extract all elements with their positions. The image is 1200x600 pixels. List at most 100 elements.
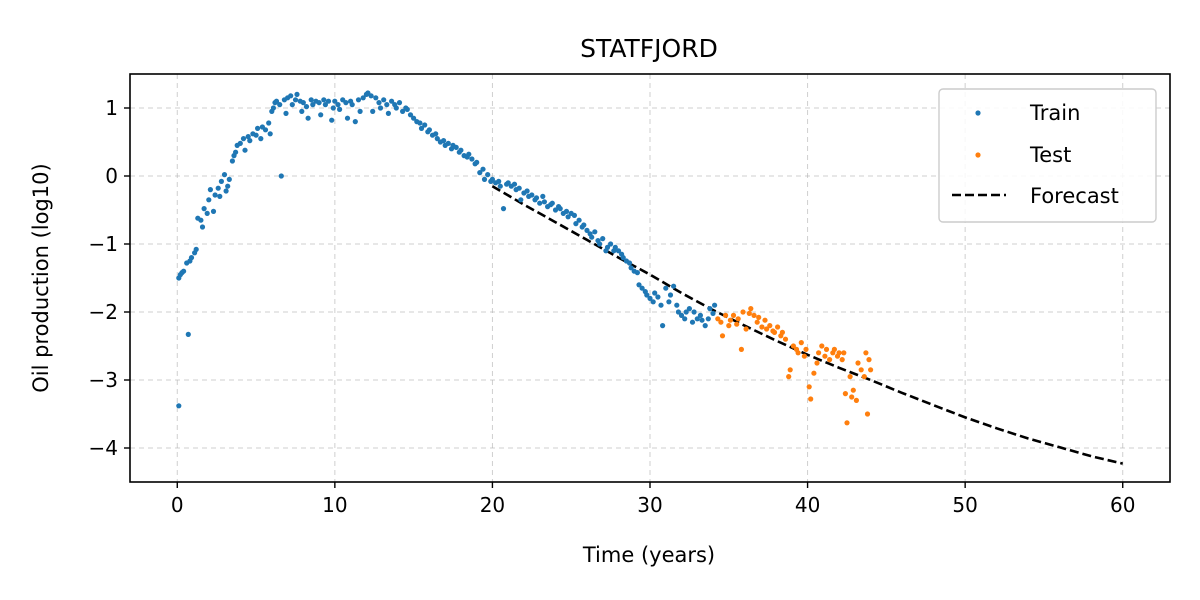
test-point bbox=[849, 394, 855, 400]
train-point bbox=[682, 316, 688, 322]
train-point bbox=[597, 241, 603, 247]
train-point bbox=[389, 98, 395, 104]
test-point bbox=[795, 350, 801, 356]
train-point bbox=[299, 108, 305, 114]
test-point bbox=[782, 336, 789, 342]
test-point bbox=[841, 350, 847, 356]
test-point bbox=[836, 350, 842, 356]
legend-label-test: Test bbox=[1029, 143, 1071, 167]
train-point bbox=[368, 93, 374, 99]
test-point bbox=[798, 340, 804, 346]
x-tick-label: 10 bbox=[322, 493, 347, 517]
train-point bbox=[466, 151, 472, 157]
train-point bbox=[620, 255, 626, 261]
train-point bbox=[474, 159, 480, 165]
train-point bbox=[377, 105, 384, 111]
x-axis-label: Time (years) bbox=[582, 543, 715, 567]
train-point bbox=[689, 319, 696, 325]
train-point bbox=[652, 290, 658, 296]
train-point bbox=[253, 132, 259, 138]
test-point bbox=[762, 317, 768, 323]
train-point bbox=[496, 178, 502, 184]
train-point bbox=[310, 102, 316, 108]
train-point bbox=[212, 192, 218, 198]
x-tick-label: 30 bbox=[637, 493, 662, 517]
train-point bbox=[225, 183, 231, 189]
train-point bbox=[500, 206, 507, 212]
train-point bbox=[233, 149, 239, 155]
train-point bbox=[255, 125, 261, 131]
train-point bbox=[655, 294, 661, 300]
test-point bbox=[864, 411, 871, 417]
test-point bbox=[740, 309, 746, 315]
train-point bbox=[352, 119, 358, 125]
train-point bbox=[221, 172, 228, 178]
test-point bbox=[771, 329, 778, 335]
train-point bbox=[540, 193, 546, 199]
train-point bbox=[396, 100, 403, 106]
test-point bbox=[751, 312, 757, 318]
train-point bbox=[675, 309, 682, 315]
train-point bbox=[505, 180, 511, 186]
test-point bbox=[719, 333, 726, 339]
train-point bbox=[344, 115, 351, 121]
train-point bbox=[584, 227, 590, 233]
train-point bbox=[277, 102, 283, 108]
train-point bbox=[308, 97, 314, 103]
train-point bbox=[300, 100, 306, 106]
test-point bbox=[735, 316, 741, 322]
train-point bbox=[258, 136, 264, 142]
train-point bbox=[294, 91, 300, 97]
test-series bbox=[715, 306, 874, 426]
test-point bbox=[743, 326, 749, 332]
test-point bbox=[850, 387, 856, 393]
train-point bbox=[273, 98, 280, 104]
test-point bbox=[811, 370, 817, 376]
train-point bbox=[407, 112, 414, 118]
test-point bbox=[723, 312, 729, 318]
chart-title: STATFJORD bbox=[580, 34, 718, 63]
train-point bbox=[218, 178, 224, 184]
train-point bbox=[702, 323, 708, 329]
test-point bbox=[816, 350, 822, 356]
train-series bbox=[176, 90, 718, 409]
train-point bbox=[592, 229, 598, 235]
legend-box bbox=[938, 88, 1157, 223]
test-point bbox=[726, 323, 732, 329]
legend-label-train: Train bbox=[1029, 101, 1080, 125]
train-point bbox=[215, 185, 221, 191]
train-point bbox=[181, 268, 187, 274]
legend-marker-test bbox=[975, 152, 981, 158]
legend: Train Test Forecast bbox=[938, 88, 1157, 223]
test-point bbox=[831, 346, 838, 352]
test-point bbox=[863, 350, 869, 356]
train-point bbox=[360, 95, 366, 101]
test-point bbox=[806, 384, 812, 390]
train-point bbox=[511, 181, 518, 187]
train-point bbox=[270, 105, 276, 111]
train-point bbox=[697, 312, 704, 318]
train-point bbox=[201, 206, 207, 212]
train-point bbox=[322, 102, 328, 108]
train-point bbox=[710, 310, 716, 316]
train-point bbox=[376, 100, 382, 106]
test-point bbox=[803, 346, 809, 352]
train-point bbox=[332, 98, 338, 104]
train-point bbox=[325, 98, 332, 104]
test-point bbox=[822, 353, 828, 359]
test-point bbox=[730, 312, 737, 318]
train-point bbox=[393, 105, 399, 111]
train-point bbox=[433, 131, 439, 137]
train-point bbox=[674, 302, 680, 308]
train-point bbox=[289, 102, 295, 108]
test-point bbox=[866, 357, 872, 363]
train-point bbox=[626, 260, 633, 266]
legend-label-forecast: Forecast bbox=[1030, 184, 1119, 208]
test-point bbox=[754, 319, 760, 325]
train-point bbox=[529, 192, 535, 198]
train-point bbox=[335, 102, 341, 108]
train-point bbox=[267, 131, 273, 137]
train-point bbox=[330, 105, 336, 111]
train-point bbox=[237, 140, 243, 146]
